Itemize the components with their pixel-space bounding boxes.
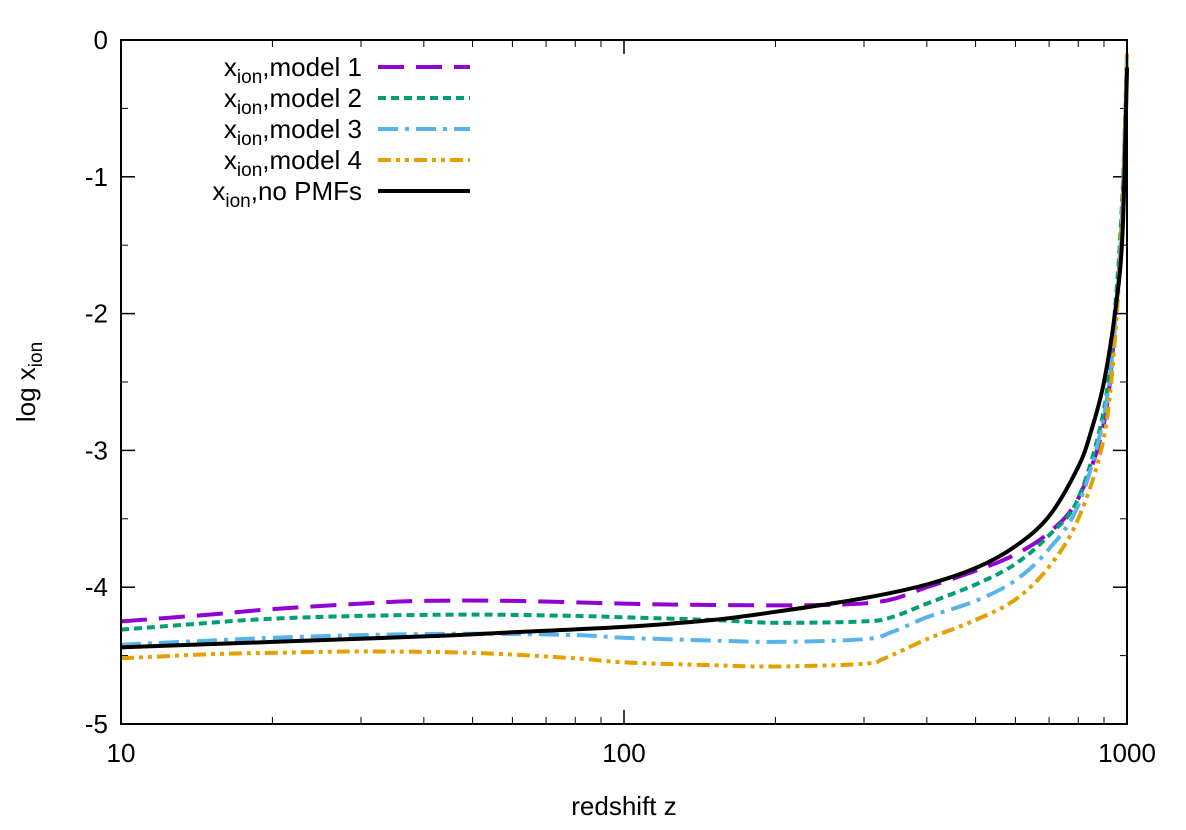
series-layer — [120, 53, 1129, 669]
y-axis-label: log xion — [11, 342, 47, 422]
legend-label: xion,model 4 — [224, 145, 362, 181]
legend-label-subscript: ion — [237, 160, 262, 181]
legend-label-main: x — [212, 176, 225, 206]
legend-label-suffix: ,model 3 — [262, 114, 362, 144]
legend-label: xion,model 3 — [224, 114, 362, 150]
legend-label: xion,no PMFs — [212, 176, 362, 212]
y-tick-label: -3 — [85, 435, 108, 465]
legend-label-main: x — [224, 52, 237, 82]
y-tick-label: -1 — [85, 162, 108, 192]
legend-label-suffix: ,model 1 — [262, 52, 362, 82]
legend-label-subscript: ion — [237, 129, 262, 150]
legend-label-suffix: ,model 4 — [262, 145, 362, 175]
legend-label: xion,model 2 — [224, 83, 362, 119]
legend-label-suffix: ,no PMFs — [251, 176, 362, 206]
legend-label-subscript: ion — [237, 67, 262, 88]
legend-label-main: x — [224, 83, 237, 113]
legend-label-subscript: ion — [237, 98, 262, 119]
x-tick-label: 100 — [602, 738, 645, 768]
x-axis-label: redshift z — [571, 791, 677, 821]
legend-label-suffix: ,model 2 — [262, 83, 362, 113]
y-tick-label: -2 — [85, 299, 108, 329]
legend-label-main: x — [224, 145, 237, 175]
x-tick-label: 10 — [107, 738, 136, 768]
legend-label: xion,model 1 — [224, 52, 362, 88]
plot-frame — [120, 39, 1128, 725]
legend-label-subscript: ion — [225, 191, 250, 212]
y-axis-label-main: log x — [11, 367, 41, 422]
series-line-5 — [120, 67, 1129, 650]
y-tick-label: 0 — [94, 25, 108, 55]
y-tick-label: -4 — [85, 572, 108, 602]
series-line-2 — [120, 53, 1129, 632]
series-line-4 — [120, 53, 1129, 669]
tick-labels: 10 100 1000 0 -1 -2 -3 -4 -5 — [85, 25, 1156, 768]
legend-label-main: x — [224, 114, 237, 144]
y-tick-label: -5 — [85, 709, 108, 739]
x-tick-label: 1000 — [1098, 738, 1156, 768]
y-axis-label-subscript: ion — [26, 342, 47, 367]
